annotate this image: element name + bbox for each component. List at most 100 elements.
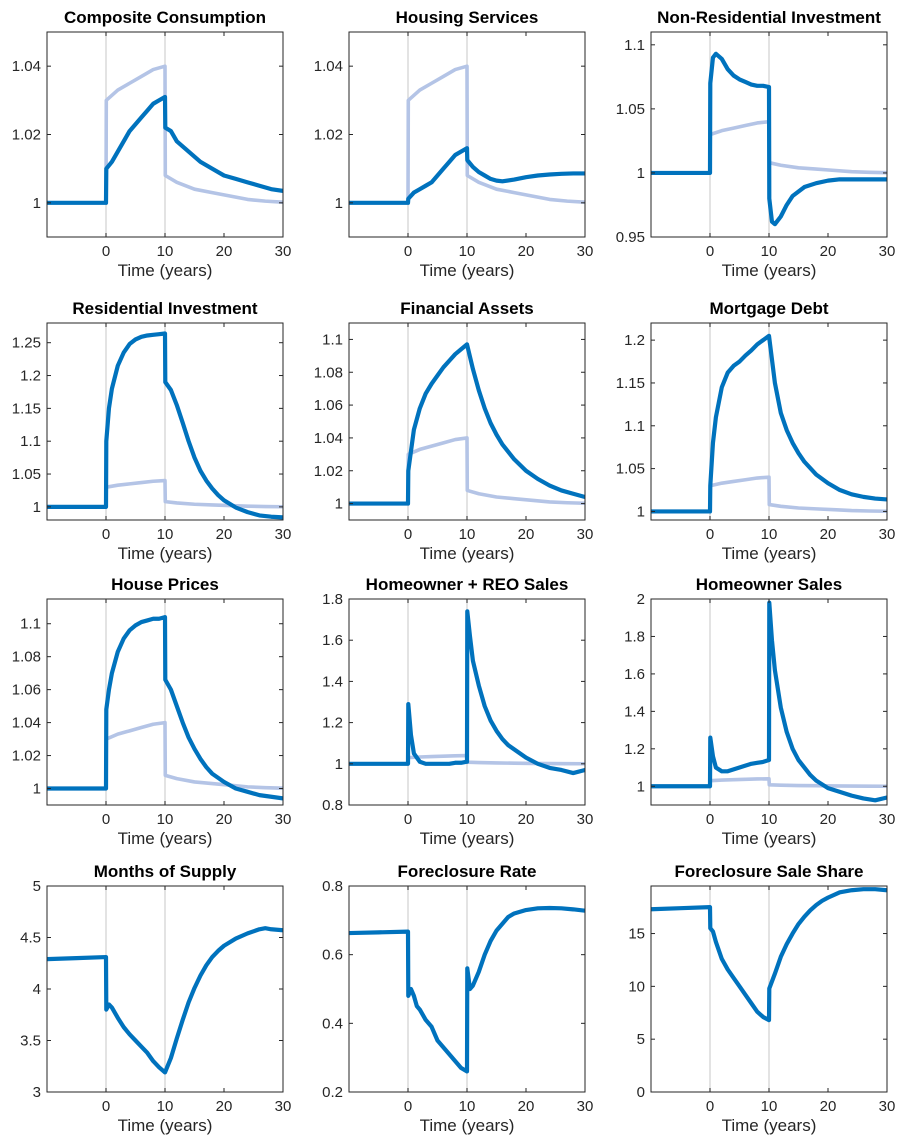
y-tick-label: 1: [637, 165, 645, 182]
x-tick-label: 0: [102, 243, 110, 260]
chart-title: Foreclosure Sale Share: [675, 862, 864, 881]
y-tick-label: 1.02: [12, 127, 41, 144]
x-tick-label: 0: [102, 526, 110, 543]
chart-title: Composite Consumption: [64, 8, 266, 27]
x-tick-label: 10: [761, 526, 778, 543]
y-tick-label: 1.1: [322, 331, 343, 348]
x-tick-label: 30: [879, 811, 896, 828]
y-tick-label: 1.25: [12, 335, 41, 352]
y-tick-label: 0.6: [322, 947, 343, 964]
y-tick-label: 1.2: [20, 368, 41, 385]
y-tick-label: 1: [33, 499, 41, 516]
panel-7: 0.8 1 1.2 1.4 1.6 1.8 0 10 20 30 Time (years) Homeo…: [322, 575, 593, 848]
series-line-main: [47, 926, 283, 1075]
y-tick-label: 0.8: [322, 878, 343, 895]
chart-title: Months of Supply: [94, 862, 237, 881]
x-tick-label: 10: [157, 243, 174, 260]
y-tick-label: 1.6: [624, 666, 645, 683]
x-tick-label: 20: [216, 1098, 233, 1115]
x-tick-label: 0: [102, 1098, 110, 1115]
y-tick-label: 5: [33, 878, 41, 895]
y-tick-label: 1.6: [322, 632, 343, 649]
series-line-light: [349, 64, 585, 205]
y-tick-label: 1.05: [616, 461, 645, 478]
y-tick-label: 1.04: [314, 430, 343, 447]
panel-10: 0.2 0.4 0.6 0.8 0 10 20 30 Time (years) Foreclosu…: [322, 862, 593, 1135]
y-tick-label: 1.08: [12, 649, 41, 666]
x-tick-label: 30: [577, 243, 594, 260]
y-tick-label: 1.2: [322, 715, 343, 732]
y-tick-label: 4: [33, 981, 41, 998]
x-axis-label: Time (years): [420, 261, 515, 280]
x-tick-label: 30: [577, 811, 594, 828]
series-line-main: [651, 600, 887, 803]
x-tick-label: 20: [518, 526, 535, 543]
x-tick-label: 10: [157, 811, 174, 828]
y-tick-label: 1.04: [314, 58, 343, 75]
x-tick-label: 30: [577, 526, 594, 543]
chart-title: Foreclosure Rate: [398, 862, 537, 881]
x-tick-label: 10: [459, 243, 476, 260]
panel-11: 0 5 10 15 0 10 20 30 Time (years) Foreclosure Sal…: [628, 862, 895, 1135]
chart-title: Homeowner + REO Sales: [366, 575, 569, 594]
x-tick-label: 0: [706, 811, 714, 828]
y-tick-label: 1.05: [12, 466, 41, 483]
x-tick-label: 0: [404, 811, 412, 828]
y-tick-label: 1: [33, 781, 41, 798]
chart-title: Housing Services: [396, 8, 539, 27]
series-line-main: [651, 51, 887, 227]
x-tick-label: 20: [216, 243, 233, 260]
y-tick-label: 0.2: [322, 1084, 343, 1101]
y-tick-label: 1.04: [12, 58, 41, 75]
y-tick-label: 1.4: [322, 673, 343, 690]
y-tick-label: 1.2: [624, 332, 645, 349]
x-tick-label: 20: [518, 811, 535, 828]
y-tick-label: 1: [335, 756, 343, 773]
y-tick-label: 1.15: [616, 375, 645, 392]
x-tick-label: 0: [706, 243, 714, 260]
chart-title: Homeowner Sales: [696, 575, 842, 594]
x-tick-label: 20: [518, 1098, 535, 1115]
x-axis-label: Time (years): [722, 261, 817, 280]
x-tick-label: 0: [404, 1098, 412, 1115]
y-tick-label: 15: [628, 926, 645, 943]
y-tick-label: 1: [335, 195, 343, 212]
y-tick-label: 1.02: [314, 463, 343, 480]
panel-4: 1 1.02 1.04 1.06 1.08 1.1 0 10 20 30 Time (years) F…: [314, 299, 594, 563]
panel-0: 1 1.02 1.04 0 10 20 30 Time (years) Composite Co…: [12, 8, 292, 280]
y-tick-label: 1.02: [314, 127, 343, 144]
chart-title: Financial Assets: [400, 299, 534, 318]
y-tick-label: 1.08: [314, 364, 343, 381]
y-tick-label: 1.1: [20, 433, 41, 450]
series-line-main: [47, 615, 283, 801]
x-tick-label: 30: [879, 243, 896, 260]
x-axis-label: Time (years): [118, 1116, 213, 1135]
chart-title: Mortgage Debt: [710, 299, 829, 318]
panel-1: 1 1.02 1.04 0 10 20 30 Time (years) Housing Serv…: [314, 8, 594, 280]
x-axis-label: Time (years): [420, 544, 515, 563]
panel-5: 1 1.05 1.1 1.15 1.2 0 10 20 30 Time (years) Mortga…: [616, 299, 896, 563]
series-line-main: [47, 331, 283, 520]
y-tick-label: 0.8: [322, 797, 343, 814]
x-tick-label: 30: [275, 811, 292, 828]
x-tick-label: 0: [404, 243, 412, 260]
panel-2: 0.95 1 1.05 1.1 0 10 20 30 Time (years) Non-Resid…: [616, 8, 896, 280]
x-tick-label: 10: [459, 811, 476, 828]
y-tick-label: 0.95: [616, 229, 645, 246]
y-tick-label: 0: [637, 1084, 645, 1101]
x-axis-label: Time (years): [118, 829, 213, 848]
y-tick-label: 1.1: [624, 37, 645, 54]
series-line-main: [349, 905, 585, 1074]
x-tick-label: 10: [157, 526, 174, 543]
series-line-light: [47, 720, 283, 791]
x-axis-label: Time (years): [722, 544, 817, 563]
y-tick-label: 0.4: [322, 1015, 343, 1032]
x-tick-label: 30: [275, 243, 292, 260]
y-tick-label: 1.06: [314, 397, 343, 414]
x-tick-label: 10: [761, 1098, 778, 1115]
x-tick-label: 20: [820, 526, 837, 543]
x-axis-label: Time (years): [722, 829, 817, 848]
x-axis-label: Time (years): [722, 1116, 817, 1135]
series-line-light: [651, 776, 887, 789]
